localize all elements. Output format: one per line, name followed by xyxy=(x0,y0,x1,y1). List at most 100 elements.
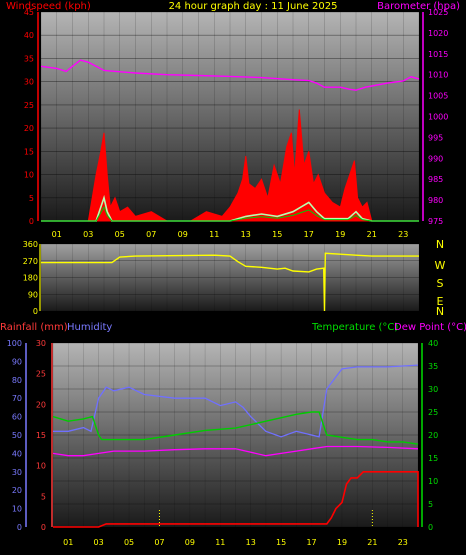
hour-tick-label: 19 xyxy=(337,538,347,547)
hour-tick-label: 03 xyxy=(83,230,93,239)
temperature-tick-label: 5 xyxy=(428,500,433,509)
barometer-tick-label: 995 xyxy=(428,133,443,142)
rain-panel-series xyxy=(52,364,419,528)
temperature-tick-label: 15 xyxy=(428,454,438,463)
rainfall-tick-label: 20 xyxy=(36,400,46,409)
direction-panel-grid xyxy=(40,243,420,312)
temperature-tick-label: 40 xyxy=(428,339,438,348)
humidity-tick-label: 50 xyxy=(12,431,22,440)
rainfall-tick-label: 0 xyxy=(41,523,46,532)
compass-label: N xyxy=(436,238,444,251)
humidity-series xyxy=(53,364,419,438)
barometer-axis-title: Barometer (hpa) xyxy=(377,1,460,12)
dewpoint-axis-title: Dew Point (°C) xyxy=(394,322,466,333)
hour-tick-label: 19 xyxy=(335,230,345,239)
hour-tick-label: 11 xyxy=(215,538,225,547)
wind-average-shadow-series xyxy=(41,205,419,222)
direction-tick-label: 0 xyxy=(33,307,38,316)
barometer-tick-label: 975 xyxy=(428,217,443,226)
compass-label: N xyxy=(436,305,444,318)
rainfall-axis-title: Rainfall (mm) xyxy=(0,322,68,333)
temperature-tick-label: 0 xyxy=(428,523,433,532)
hour-tick-label: 05 xyxy=(124,538,134,547)
hour-tick-label: 05 xyxy=(115,230,125,239)
humidity-tick-label: 10 xyxy=(12,505,22,514)
hour-tick-label: 09 xyxy=(185,538,195,547)
wind-tick-label: 20 xyxy=(24,124,34,133)
direction-tick-label: 270 xyxy=(23,257,38,266)
hour-tick-label: 15 xyxy=(272,230,282,239)
barometer-tick-label: 1020 xyxy=(428,29,448,38)
wind-panel-series xyxy=(40,59,420,222)
temperature-tick-label: 20 xyxy=(428,431,438,440)
wind-average-series xyxy=(41,194,419,222)
barometer-tick-label: 985 xyxy=(428,175,443,184)
windspeed-axis-title: Windspeed (kph) xyxy=(6,1,91,12)
graph-title: 24 hour graph day : 11 June 2025 xyxy=(169,1,338,12)
rainfall-tick-label: 15 xyxy=(36,431,46,440)
barometer-tick-label: 1005 xyxy=(428,92,448,101)
temperature-axis-title: Temperature (°C) xyxy=(311,322,398,333)
barometer-tick-label: 1015 xyxy=(428,50,448,59)
humidity-tick-label: 70 xyxy=(12,394,22,403)
compass-label: S xyxy=(437,277,444,290)
temperature-tick-label: 10 xyxy=(428,477,438,486)
wind-tick-label: 30 xyxy=(24,78,34,87)
humidity-tick-label: 30 xyxy=(12,468,22,477)
rainfall-series xyxy=(53,470,419,528)
hour-tick-label: 13 xyxy=(241,230,251,239)
rain-panel-axes: 0510152025303540010203040506070809010005… xyxy=(7,339,438,547)
hour-tick-label: 23 xyxy=(398,230,408,239)
wind-tick-label: 40 xyxy=(24,31,34,40)
hour-tick-label: 07 xyxy=(154,538,164,547)
hour-tick-label: 15 xyxy=(276,538,286,547)
humidity-tick-label: 80 xyxy=(12,376,22,385)
rainfall-tick-label: 10 xyxy=(36,462,46,471)
rainfall-tick-label: 30 xyxy=(36,339,46,348)
barometer-tick-label: 1025 xyxy=(428,8,448,17)
hour-tick-label: 13 xyxy=(246,538,256,547)
humidity-axis-title: Humidity xyxy=(67,322,112,333)
wind-gust-series xyxy=(41,109,419,222)
humidity-tick-label: 0 xyxy=(17,523,22,532)
temperature-tick-label: 25 xyxy=(428,408,438,417)
direction-tick-label: 180 xyxy=(23,274,38,283)
temperature-series xyxy=(52,411,419,445)
wind-tick-label: 0 xyxy=(29,217,34,226)
hour-tick-label: 23 xyxy=(398,538,408,547)
temperature-tick-label: 30 xyxy=(428,385,438,394)
wind-panel-axes: 0510152025303540459759809859909951000100… xyxy=(24,8,449,239)
direction-panel-axes: 0 90 180 270 360 xyxy=(23,240,41,316)
direction-tick-label: 90 xyxy=(28,290,38,299)
rainfall-tick-label: 5 xyxy=(41,492,46,501)
hour-tick-label: 01 xyxy=(52,230,62,239)
barometer-tick-label: 980 xyxy=(428,196,443,205)
hour-tick-label: 17 xyxy=(306,538,316,547)
direction-panel-series xyxy=(41,252,419,312)
wind-tick-label: 15 xyxy=(24,147,34,156)
hour-tick-label: 11 xyxy=(209,230,219,239)
barometer-series xyxy=(40,59,420,91)
hour-tick-label: 03 xyxy=(94,538,104,547)
wind-direction-series xyxy=(41,252,419,312)
hour-tick-label: 09 xyxy=(178,230,188,239)
humidity-tick-label: 100 xyxy=(7,339,22,348)
direction-tick-label: 360 xyxy=(23,240,38,249)
temperature-tick-label: 35 xyxy=(428,362,438,371)
wind-tick-label: 10 xyxy=(24,171,34,180)
wind-tick-label: 25 xyxy=(24,101,34,110)
hour-tick-label: 07 xyxy=(146,230,156,239)
hour-tick-label: 21 xyxy=(367,230,377,239)
hour-tick-label: 01 xyxy=(63,538,73,547)
barometer-tick-label: 1000 xyxy=(428,113,448,122)
barometer-tick-label: 1010 xyxy=(428,71,448,80)
compass-label: W xyxy=(435,259,446,272)
rain-panel-grid xyxy=(52,342,419,528)
humidity-tick-label: 40 xyxy=(12,449,22,458)
barometer-tick-label: 990 xyxy=(428,154,443,163)
hour-tick-label: 17 xyxy=(304,230,314,239)
humidity-tick-label: 90 xyxy=(12,357,22,366)
wind-tick-label: 45 xyxy=(24,8,34,17)
